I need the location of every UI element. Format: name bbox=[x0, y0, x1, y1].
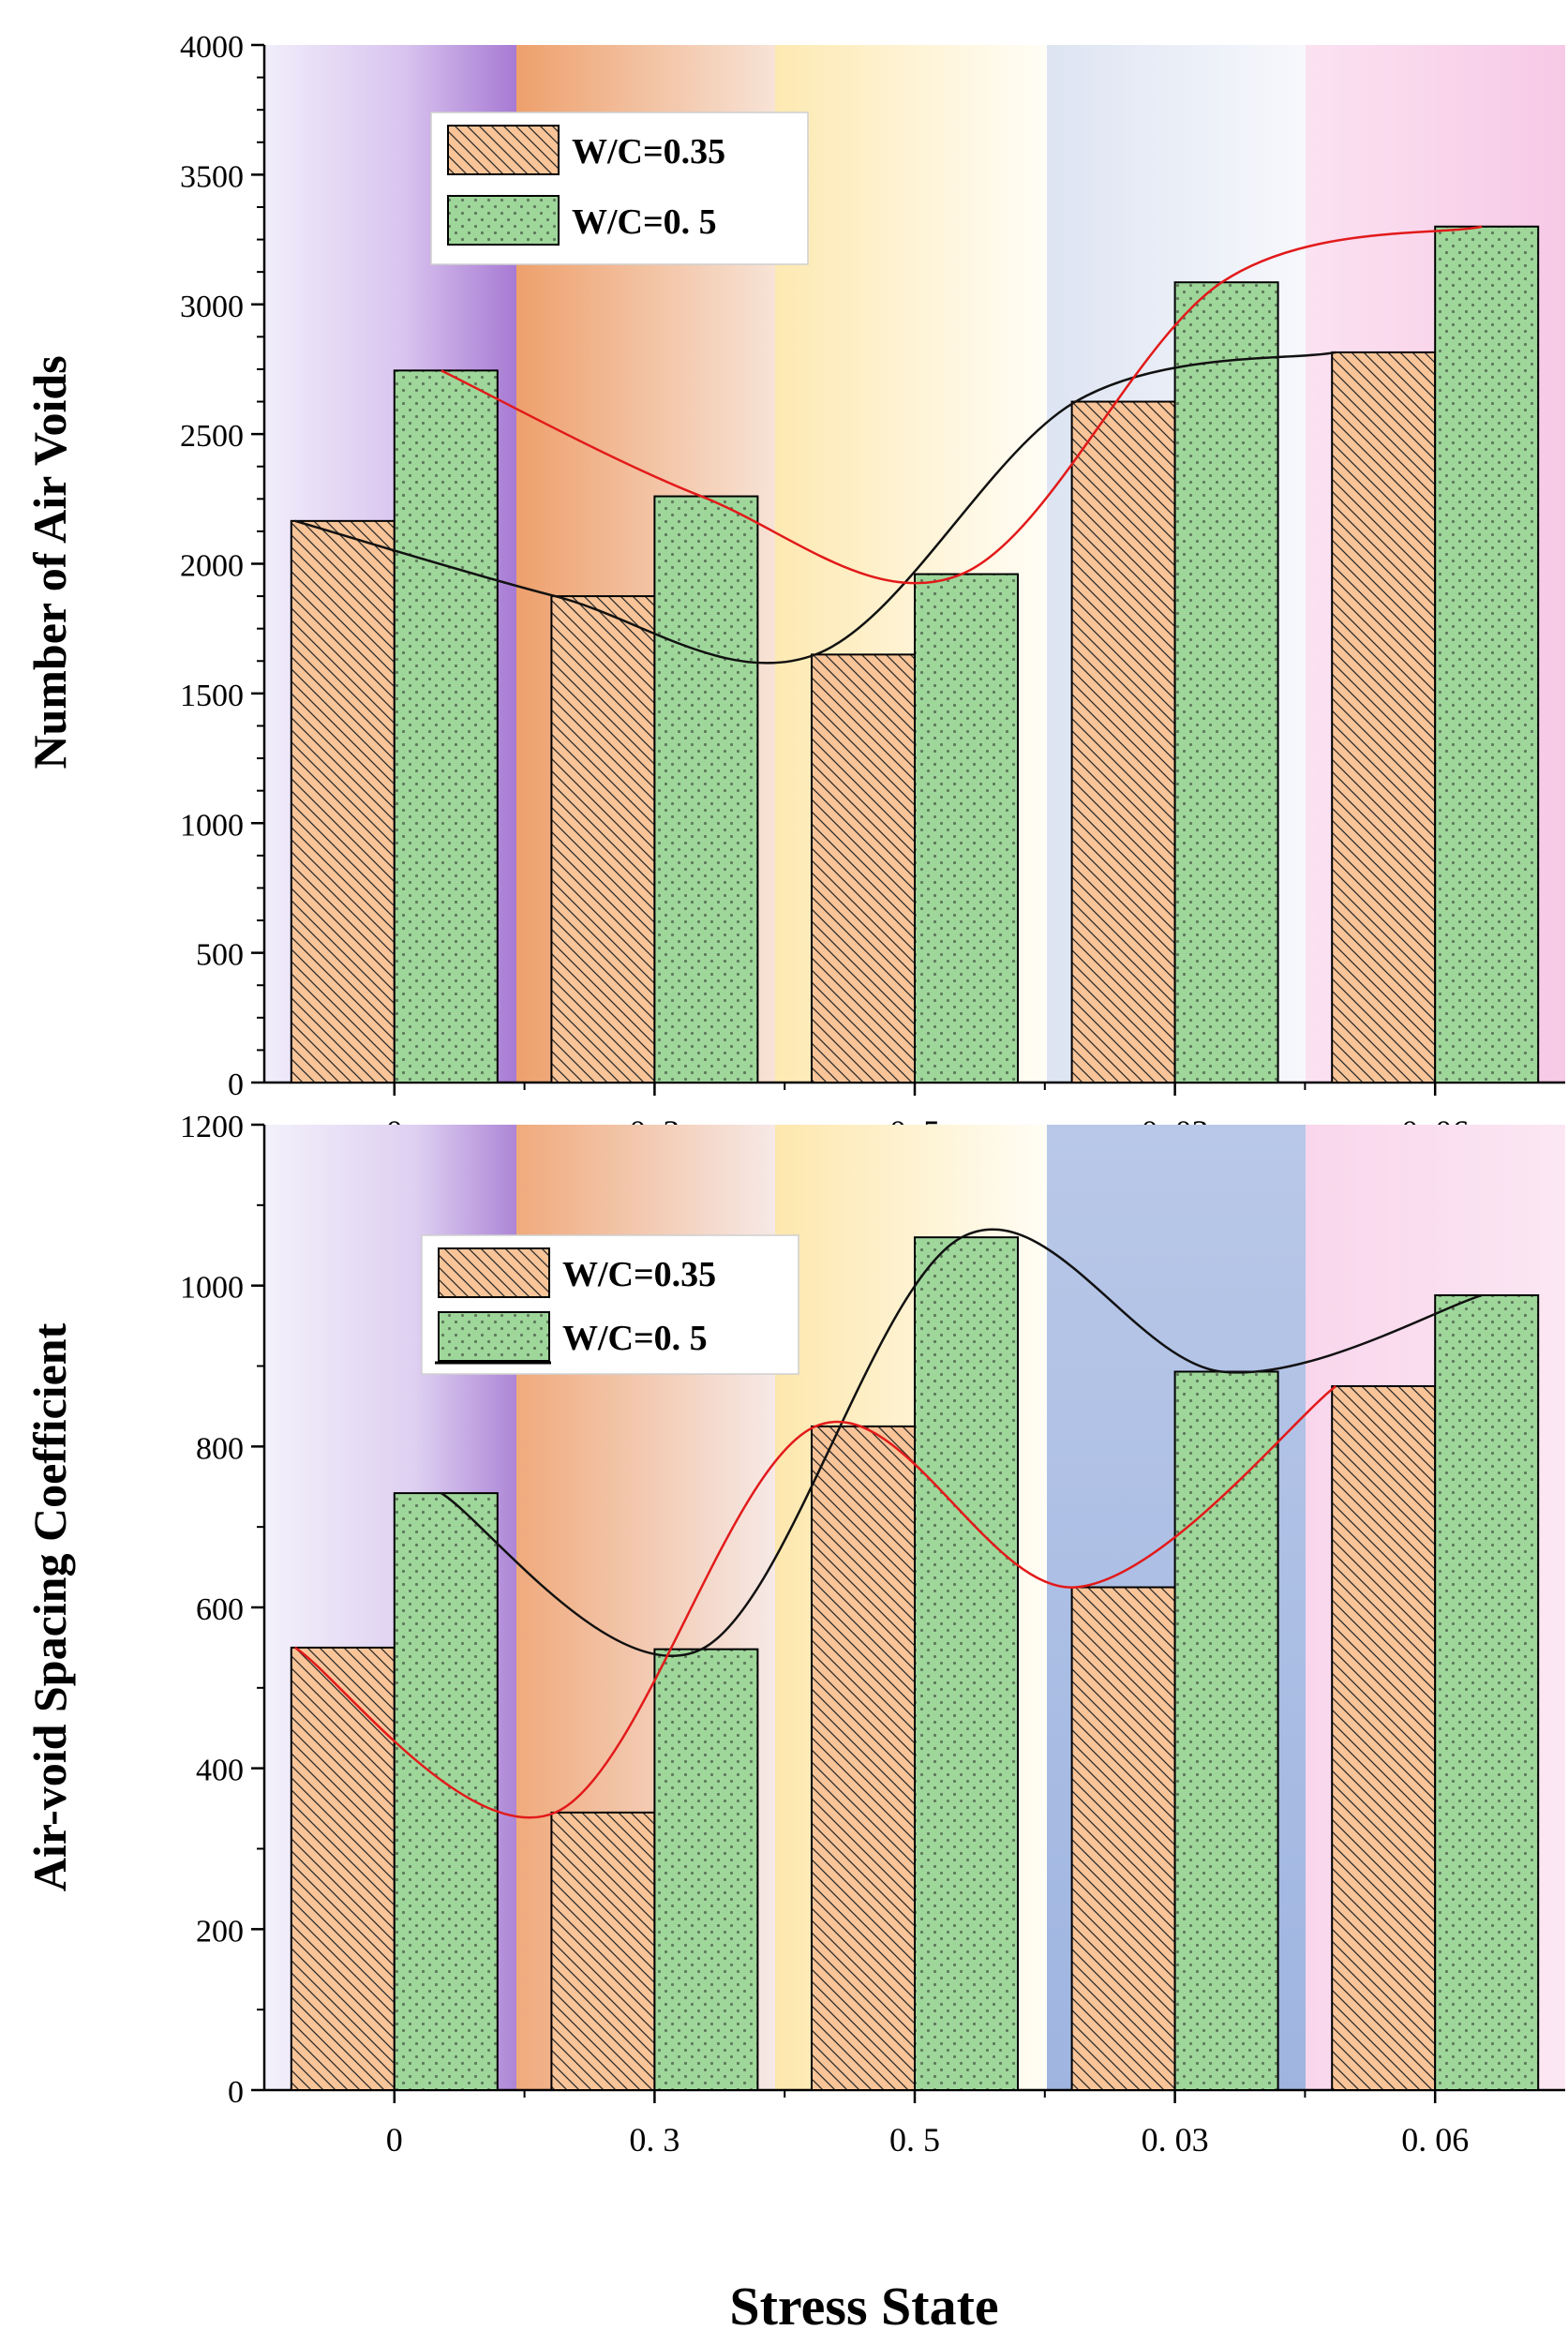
bar-wc035-pattern bbox=[290, 1646, 396, 2091]
legend-label-wc035: W/C=0.35 bbox=[572, 132, 725, 172]
bar-wc05-pattern bbox=[393, 1492, 499, 2092]
y-axis-title: Number of Air Voids bbox=[23, 355, 76, 769]
bar-wc035-pattern bbox=[290, 519, 396, 1083]
y-tick-label: 1000 bbox=[180, 1271, 244, 1306]
panel-bottom-spacing-coefficient: 0 200 400 600 800 1000 1200 0 0. 3 0. 5 0. 03 0. 06… bbox=[23, 1110, 1565, 2158]
trend-line-wc05 bbox=[441, 225, 1483, 585]
y-tick-label: 2000 bbox=[180, 549, 244, 584]
legend-swatch-wc035-pattern bbox=[447, 125, 560, 175]
trend-line-wc035 bbox=[294, 351, 1337, 665]
y-tick-label: 0 bbox=[228, 2075, 244, 2110]
x-tick-label: 0. 03 bbox=[1142, 2121, 1209, 2158]
bar-wc035-pattern bbox=[1070, 1586, 1176, 2091]
y-tick-label: 600 bbox=[196, 1592, 244, 1627]
y-tick-label: 400 bbox=[196, 1754, 244, 1788]
legend-label-wc05: W/C=0. 5 bbox=[572, 202, 717, 242]
y-tick-label: 200 bbox=[196, 1914, 244, 1949]
legend-swatch-wc05-pattern bbox=[438, 1311, 550, 1362]
bar-wc05-pattern bbox=[914, 1236, 1019, 2091]
bar-wc05-pattern bbox=[1434, 225, 1540, 1084]
legend-swatch-wc035-pattern bbox=[438, 1247, 550, 1298]
y-tick-label: 3000 bbox=[180, 290, 244, 324]
bar-wc035-pattern bbox=[1331, 351, 1437, 1084]
x-axis-title: Stress State bbox=[729, 2276, 998, 2337]
bar-wc035-pattern bbox=[811, 1425, 916, 2091]
y-tick-label: 0 bbox=[228, 1068, 244, 1102]
bar-wc05-pattern bbox=[1173, 281, 1279, 1083]
bar-wc05-pattern bbox=[1173, 1370, 1279, 2091]
bar-wc035-pattern bbox=[1331, 1384, 1437, 2092]
bar-wc05-pattern bbox=[653, 495, 759, 1083]
legend-label-wc035: W/C=0.35 bbox=[562, 1255, 716, 1294]
y-tick-label: 3500 bbox=[180, 159, 244, 194]
legend-label-wc05: W/C=0. 5 bbox=[562, 1319, 708, 1358]
y-tick-label: 1200 bbox=[180, 1110, 244, 1144]
bar-wc035-pattern bbox=[811, 653, 916, 1083]
trend-line-wc035 bbox=[294, 1384, 1337, 1819]
x-tick-label: 0 bbox=[386, 2121, 403, 2158]
bar-wc05-pattern bbox=[914, 573, 1019, 1083]
legend: W/C=0.35 W/C=0. 5 bbox=[421, 1234, 799, 1375]
bar-wc05-pattern bbox=[1434, 1293, 1540, 2091]
bar-wc035-pattern bbox=[550, 1811, 656, 2091]
trend-line-wc05 bbox=[441, 1228, 1483, 1658]
y-tick-label: 4000 bbox=[180, 30, 244, 65]
x-tick-label: 0. 5 bbox=[889, 2121, 940, 2158]
y-axis-title: Air-void Spacing Coefficient bbox=[23, 1322, 76, 1891]
panel-top-air-voids: 0500100015002000250030003500400000. 30. … bbox=[23, 30, 1565, 1151]
y-tick-label: 2500 bbox=[180, 419, 244, 454]
bar-wc035-pattern bbox=[550, 595, 656, 1083]
y-tick-label: 500 bbox=[196, 938, 244, 973]
bar-wc035-pattern bbox=[1070, 400, 1176, 1083]
x-tick-label: 0. 3 bbox=[629, 2121, 679, 2158]
bar-wc05-pattern bbox=[653, 1648, 759, 2091]
y-tick-label: 1000 bbox=[180, 808, 244, 843]
y-tick-label: 800 bbox=[196, 1431, 244, 1466]
legend: W/C=0.35 W/C=0. 5 bbox=[430, 112, 809, 265]
x-tick-label: 0. 06 bbox=[1401, 2121, 1469, 2158]
bar-wc05-pattern bbox=[393, 369, 499, 1084]
legend-swatch-wc05-pattern bbox=[447, 195, 560, 246]
y-tick-label: 1500 bbox=[180, 679, 244, 713]
